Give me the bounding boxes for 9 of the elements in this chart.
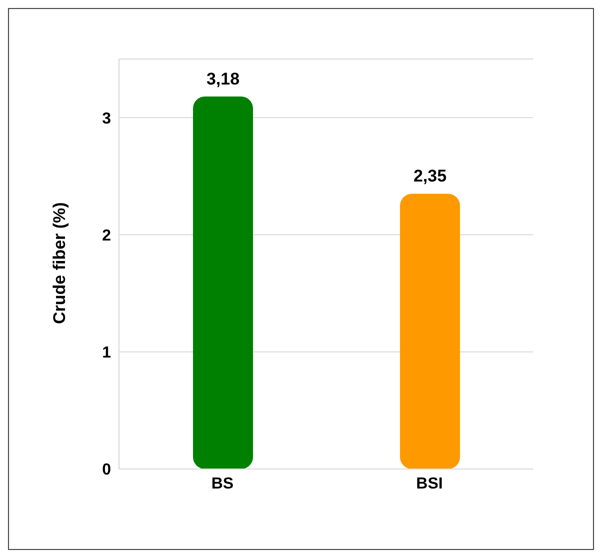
y-tick-label: 2 bbox=[102, 227, 112, 244]
y-axis-title: Crude fiber (%) bbox=[50, 202, 70, 324]
y-tick-label: 3 bbox=[102, 110, 112, 128]
y-tick-label: 0 bbox=[102, 462, 112, 479]
data-label: 2,35 bbox=[413, 166, 447, 186]
y-tick-label: 1 bbox=[102, 344, 112, 362]
x-tick-label: BS bbox=[211, 475, 234, 492]
data-label: 3,18 bbox=[206, 69, 240, 88]
x-tick-label: BSI bbox=[416, 475, 443, 492]
